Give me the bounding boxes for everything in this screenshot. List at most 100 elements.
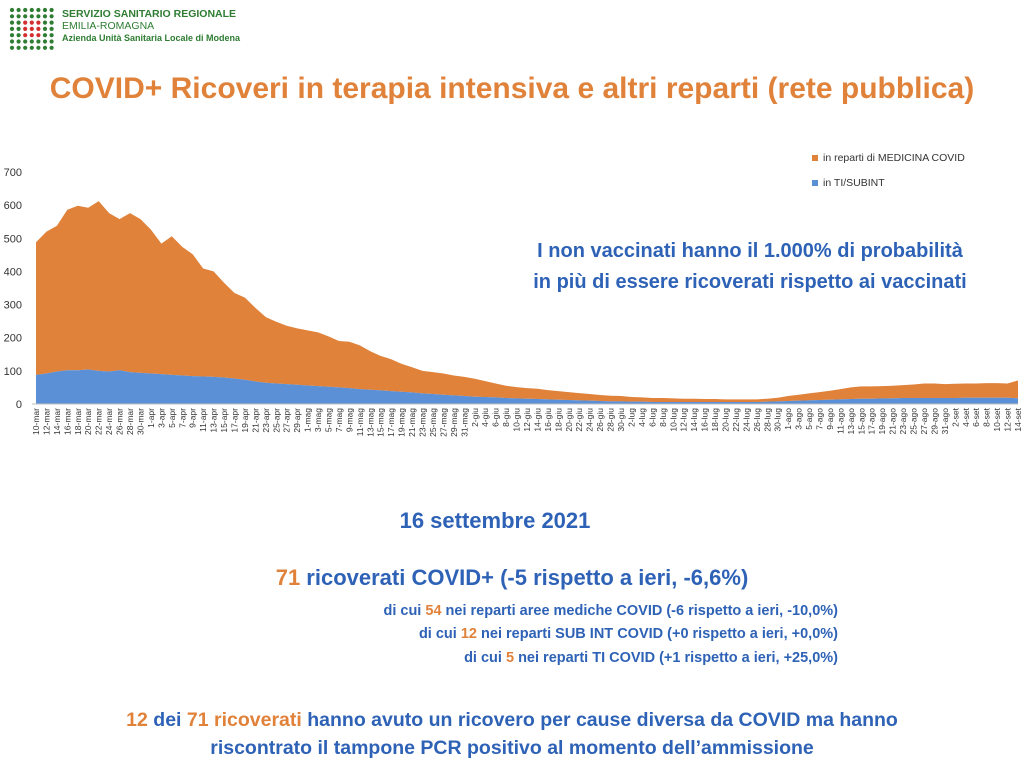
logo-dot: [16, 14, 21, 19]
logo-text: SERVIZIO SANITARIO REGIONALE EMILIA-ROMA…: [62, 8, 240, 44]
x-tick-label: 12-giu: [522, 408, 532, 432]
x-tick-label: 8-lug: [658, 408, 668, 427]
x-tick-label: 1-ago: [783, 408, 793, 430]
y-tick-label: 300: [4, 300, 22, 312]
x-tick-label: 6-lug: [647, 408, 657, 427]
org-name-line2: EMILIA-ROMAGNA: [62, 20, 155, 32]
logo-dot: [42, 45, 48, 50]
logo-dot: [9, 20, 15, 25]
x-tick-label: 5-ago: [804, 408, 814, 430]
x-tick-label: 22-lug: [731, 408, 741, 432]
x-tick-label: 26-lug: [752, 408, 762, 432]
x-tick-label: 28-lug: [762, 408, 772, 432]
x-tick-label: 3-ago: [794, 408, 804, 430]
logo-dot: [49, 39, 54, 44]
chart-legend: in reparti di MEDICINA COVID in TI/SUBINT: [812, 152, 965, 189]
x-tick-label: 23-mag: [418, 408, 428, 437]
logo-dot: [36, 26, 41, 31]
x-tick-label: 18-giu: [553, 408, 563, 432]
x-tick-label: 11-apr: [198, 408, 208, 432]
page-title: COVID+ Ricoveri in terapia intensiva e a…: [49, 72, 975, 105]
x-tick-label: 1-mag: [303, 408, 313, 432]
x-tick-label: 12-mar: [41, 408, 51, 435]
logo-dot: [23, 14, 28, 19]
x-tick-label: 14-set: [1013, 407, 1023, 431]
x-tick-label: 8-set: [982, 407, 992, 427]
x-tick-label: 24-giu: [585, 408, 595, 432]
x-tick-label: 31-ago: [940, 408, 950, 435]
x-tick-label: 9-ago: [825, 408, 835, 430]
x-tick-label: 20-giu: [564, 408, 574, 432]
logo-dot: [42, 39, 48, 44]
x-tick-label: 11-mag: [355, 408, 365, 436]
y-tick-label: 700: [4, 167, 22, 179]
series-medicina-area: [36, 201, 1018, 403]
breakdown-row-subint: di cui 12 nei reparti SUB INT COVID (+0 …: [419, 626, 838, 642]
x-tick-label: 6-set: [971, 407, 981, 427]
logo: SERVIZIO SANITARIO REGIONALE EMILIA-ROMA…: [8, 6, 240, 52]
breakdown-row-ti: di cui 5 nei reparti TI COVID (+1 rispet…: [464, 650, 838, 666]
x-tick-label: 25-ago: [909, 408, 919, 435]
breakdown-count: 5: [505, 650, 515, 666]
report-date: 16 settembre 2021: [399, 508, 591, 533]
logo-dot: [36, 39, 41, 44]
x-tick-label: 2-set: [950, 407, 960, 427]
x-tick-label: 18-mar: [73, 408, 83, 435]
breakdown-text: nei reparti aree mediche COVID (-6 rispe…: [441, 603, 838, 619]
annotation-line2: in più di essere ricoverati rispetto ai …: [533, 271, 967, 293]
x-tick-label: 21-mag: [407, 408, 417, 437]
total-hospitalized-line: 71 ricoverati COVID+ (-5 rispetto a ieri…: [0, 565, 1024, 591]
x-tick-label: 25-mag: [428, 408, 438, 437]
logo-dot: [49, 45, 54, 50]
x-tick-label: 23-apr: [261, 408, 271, 433]
x-tick-label: 27-ago: [919, 408, 929, 435]
logo-dot: [9, 33, 15, 38]
logo-dot: [29, 39, 34, 44]
x-tick-label: 17-mag: [386, 408, 396, 437]
breakdown-count: 54: [425, 603, 442, 619]
x-tick-label: 7-ago: [815, 408, 825, 430]
x-tick-label: 24-lug: [741, 408, 751, 432]
x-tick-label: 20-mar: [83, 408, 93, 435]
x-tick-label: 4-giu: [480, 408, 490, 427]
x-tick-label: 30-mar: [135, 408, 145, 435]
x-tick-label: 4-lug: [637, 408, 647, 427]
legend-label: in TI/SUBINT: [823, 177, 885, 189]
x-tick-label: 1-apr: [146, 408, 156, 428]
x-tick-label: 17-apr: [229, 408, 239, 433]
logo-dot: [29, 45, 34, 50]
annotation-line1: I non vaccinati hanno il 1.000% di proba…: [537, 240, 963, 262]
x-tick-label: 28-giu: [606, 408, 616, 432]
x-tick-label: 22-giu: [574, 408, 584, 432]
x-tick-label: 23-ago: [898, 408, 908, 435]
legend-label: in reparti di MEDICINA COVID: [823, 152, 965, 164]
x-tick-label: 14-mar: [52, 408, 62, 435]
x-tick-label: 7-mag: [334, 408, 344, 432]
footer-rest: hanno avuto un ricovero per cause divers…: [301, 709, 898, 731]
logo-dot: [16, 7, 21, 13]
x-tick-label: 18-lug: [710, 408, 720, 432]
y-axis: 0 100 200 300 400 500 600 700: [4, 167, 22, 411]
x-tick-label: 17-ago: [867, 408, 877, 435]
x-tick-label: 28-mar: [125, 408, 135, 435]
x-tick-label: 10-mar: [31, 408, 41, 435]
breakdown-prefix: di cui: [418, 626, 461, 642]
footer-word-ricoverati: ricoverati: [214, 709, 302, 731]
x-tick-label: 7-apr: [177, 408, 187, 428]
x-tick-label: 24-mar: [104, 408, 114, 435]
x-tick-label: 15-ago: [856, 408, 866, 435]
x-tick-label: 13-mag: [365, 408, 375, 437]
logo-dot: [42, 20, 48, 25]
x-tick-label: 26-mar: [115, 408, 125, 435]
x-tick-label: 10-giu: [512, 408, 522, 432]
x-tick-label: 22-mar: [94, 408, 104, 435]
breakdown-prefix: di cui: [383, 603, 426, 619]
logo-dot: [29, 33, 34, 38]
x-tick-label: 11-ago: [835, 408, 845, 434]
x-tick-label: 3-mag: [313, 408, 323, 432]
x-tick-label: 19-mag: [397, 408, 407, 437]
y-tick-label: 100: [4, 366, 22, 378]
x-tick-label: 3-apr: [156, 408, 166, 428]
x-tick-label: 13-apr: [209, 408, 219, 433]
logo-dot: [36, 33, 41, 38]
